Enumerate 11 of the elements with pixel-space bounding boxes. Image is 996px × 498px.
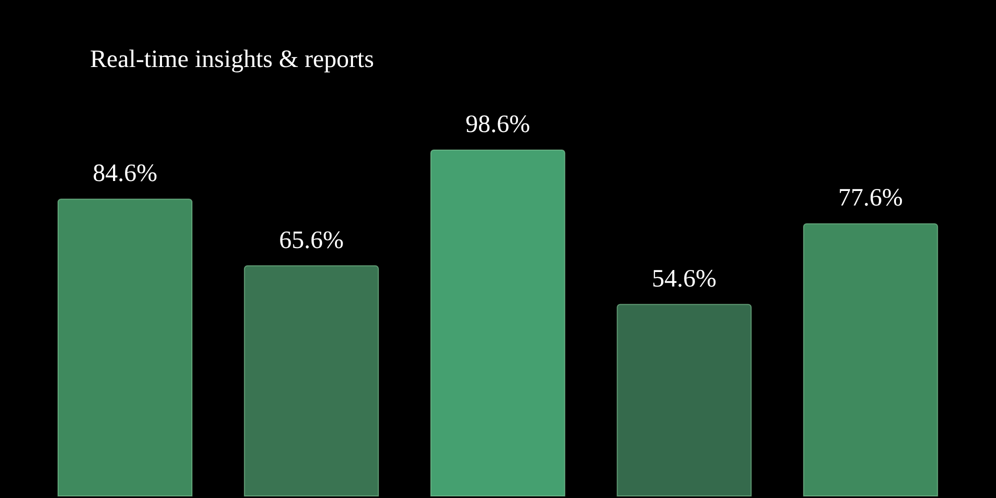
chart-title: Real-time insights & reports: [90, 46, 374, 74]
data-label: 54.6%: [652, 265, 716, 292]
bar: [58, 198, 192, 496]
bar: [430, 150, 566, 496]
data-label: 77.6%: [838, 184, 903, 212]
bar: [244, 265, 379, 496]
data-label: 98.6%: [466, 111, 530, 138]
data-label: 65.6%: [279, 226, 344, 254]
data-label: 84.6%: [92, 160, 158, 188]
bar: [616, 304, 752, 496]
bar: [803, 223, 938, 496]
